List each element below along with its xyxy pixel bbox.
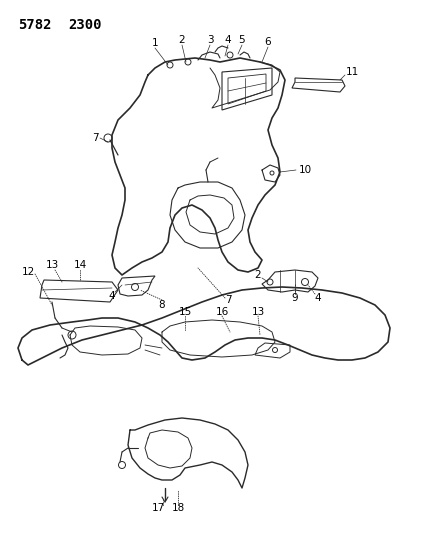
Text: 10: 10 — [298, 165, 312, 175]
Text: 4: 4 — [225, 35, 231, 45]
Text: 12: 12 — [21, 267, 35, 277]
Text: 6: 6 — [265, 37, 271, 47]
Text: 15: 15 — [178, 307, 192, 317]
Text: 2: 2 — [178, 35, 185, 45]
Text: 17: 17 — [152, 503, 165, 513]
Text: 9: 9 — [292, 293, 298, 303]
Text: 7: 7 — [225, 295, 231, 305]
Text: 7: 7 — [92, 133, 98, 143]
Text: 18: 18 — [171, 503, 184, 513]
Text: 5: 5 — [239, 35, 245, 45]
Text: 1: 1 — [152, 38, 158, 48]
Text: 2: 2 — [255, 270, 262, 280]
Text: 14: 14 — [73, 260, 86, 270]
Text: 4: 4 — [315, 293, 321, 303]
Text: 8: 8 — [159, 300, 165, 310]
Text: 3: 3 — [207, 35, 213, 45]
Text: 13: 13 — [45, 260, 59, 270]
Text: 13: 13 — [251, 307, 265, 317]
Text: 2300: 2300 — [68, 18, 101, 32]
Text: 16: 16 — [215, 307, 229, 317]
Text: 4: 4 — [109, 291, 115, 301]
Text: 5782: 5782 — [18, 18, 51, 32]
Text: 11: 11 — [345, 67, 359, 77]
